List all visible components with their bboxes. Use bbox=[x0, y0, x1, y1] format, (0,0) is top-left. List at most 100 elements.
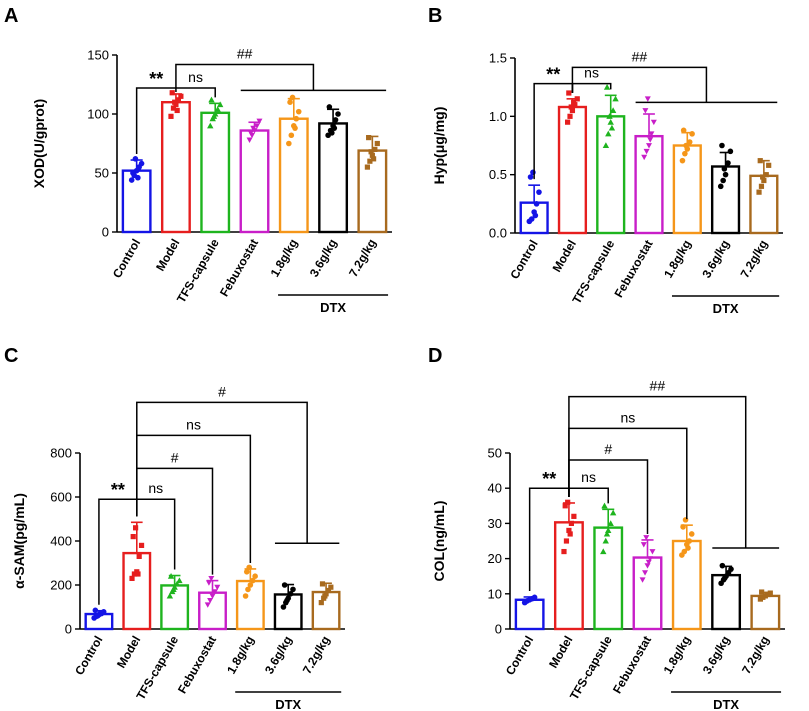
data-point bbox=[609, 107, 617, 114]
x-tick-label: TFS-capsule bbox=[567, 633, 615, 702]
data-point bbox=[175, 97, 182, 103]
data-point bbox=[325, 587, 332, 594]
x-tick-label: Model bbox=[550, 238, 579, 275]
y-tick-label: 1.0 bbox=[489, 109, 507, 124]
data-point bbox=[528, 216, 535, 222]
data-point bbox=[759, 589, 765, 595]
bar-3-6g-kg bbox=[318, 122, 349, 234]
data-point bbox=[242, 593, 249, 599]
bar-febuxostat bbox=[198, 591, 227, 631]
data-point bbox=[210, 113, 218, 119]
bar-model bbox=[557, 105, 588, 235]
x-tick-label: 3.6g/kg bbox=[262, 634, 295, 677]
significance-label: # bbox=[171, 449, 179, 465]
data-point bbox=[728, 566, 734, 572]
data-point bbox=[719, 142, 725, 149]
group-label: DTX bbox=[713, 301, 739, 316]
bar-7-2g-kg bbox=[750, 594, 781, 631]
data-point bbox=[205, 580, 212, 586]
data-point bbox=[129, 575, 135, 581]
data-point bbox=[640, 542, 647, 548]
data-point bbox=[574, 96, 580, 102]
x-tick-label: Febuxostat bbox=[217, 237, 261, 299]
data-point bbox=[568, 520, 575, 526]
significance-bracket bbox=[175, 63, 315, 91]
data-point bbox=[247, 582, 254, 588]
data-point bbox=[249, 577, 256, 584]
data-point bbox=[641, 154, 648, 161]
data-point bbox=[566, 527, 572, 534]
y-tick-label: 600 bbox=[50, 490, 72, 505]
y-tick-label: 10 bbox=[488, 586, 502, 601]
group-label: DTX bbox=[275, 697, 301, 711]
data-point bbox=[571, 513, 577, 519]
y-tick-label: 800 bbox=[50, 446, 72, 461]
data-point bbox=[600, 548, 607, 555]
data-point bbox=[607, 118, 614, 125]
data-point bbox=[607, 520, 614, 526]
bar-model bbox=[122, 551, 152, 631]
data-point bbox=[335, 111, 341, 117]
data-point bbox=[318, 600, 324, 606]
bar-febuxostat bbox=[634, 134, 664, 235]
data-point bbox=[717, 183, 724, 190]
data-point bbox=[130, 170, 136, 176]
data-point bbox=[688, 531, 695, 537]
data-point bbox=[562, 503, 568, 509]
data-point bbox=[252, 573, 258, 579]
significance-bracket bbox=[568, 395, 747, 549]
data-point bbox=[642, 570, 649, 576]
significance-label: ns bbox=[188, 69, 203, 85]
data-point bbox=[166, 592, 174, 599]
bar-1-8g-kg bbox=[671, 539, 702, 631]
y-axis-label: COL(ng/mL) bbox=[431, 501, 447, 582]
significance-label: # bbox=[604, 441, 612, 457]
y-tick-label: 100 bbox=[87, 107, 109, 122]
data-point bbox=[92, 607, 99, 614]
data-point bbox=[685, 545, 691, 551]
x-tick-label: Control bbox=[503, 634, 536, 678]
data-point bbox=[326, 104, 333, 110]
significance-bracket bbox=[568, 487, 609, 504]
data-point bbox=[681, 548, 688, 555]
data-point bbox=[370, 156, 377, 162]
bar-model bbox=[553, 521, 584, 631]
data-point bbox=[250, 125, 257, 132]
significance-label: ns bbox=[581, 469, 596, 485]
x-tick-label: 7.2g/kg bbox=[346, 237, 379, 280]
y-tick-label: 40 bbox=[488, 481, 502, 496]
data-point bbox=[214, 106, 221, 112]
x-tick-label: Febuxostat bbox=[610, 634, 654, 696]
data-point bbox=[756, 189, 762, 195]
data-point bbox=[758, 183, 765, 189]
data-point bbox=[329, 130, 335, 136]
data-point bbox=[721, 166, 728, 172]
data-point bbox=[287, 99, 293, 105]
panel-letter: C bbox=[4, 345, 18, 367]
data-point bbox=[281, 582, 288, 588]
data-point bbox=[767, 590, 773, 596]
x-tick-label: Control bbox=[507, 238, 540, 282]
data-point bbox=[608, 124, 616, 131]
data-point bbox=[368, 149, 374, 155]
significance-label: ns bbox=[620, 409, 635, 425]
significance-label: ns bbox=[186, 416, 201, 432]
data-point bbox=[602, 537, 609, 544]
data-point bbox=[289, 94, 296, 101]
data-point bbox=[138, 160, 145, 167]
data-point bbox=[172, 99, 178, 105]
panel-letter: B bbox=[428, 5, 442, 27]
data-point bbox=[292, 125, 298, 131]
significance-label: ** bbox=[546, 65, 560, 85]
y-tick-label: 30 bbox=[488, 516, 502, 531]
panel-letter: D bbox=[428, 345, 442, 367]
data-point bbox=[138, 542, 145, 548]
bar-model bbox=[160, 100, 191, 234]
data-point bbox=[280, 604, 287, 610]
y-tick-label: 0 bbox=[102, 225, 109, 240]
data-point bbox=[680, 127, 687, 134]
bar-tfs-capsule bbox=[596, 115, 626, 235]
group-label: DTX bbox=[320, 300, 346, 315]
data-point bbox=[605, 130, 612, 137]
